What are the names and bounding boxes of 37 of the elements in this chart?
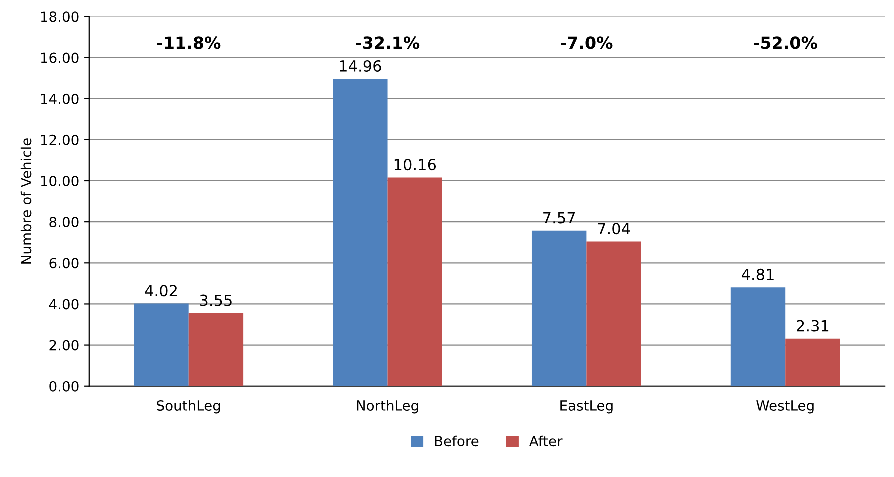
y-tick-label: 0.00 xyxy=(50,381,79,392)
y-tick-label: 14.00 xyxy=(41,94,79,104)
bar xyxy=(786,338,840,386)
x-tick-label: EastLeg xyxy=(560,400,613,414)
y-axis-title: Numbre of Vehicle xyxy=(20,138,32,264)
y-tick-label: 2.00 xyxy=(50,340,79,351)
bar xyxy=(134,304,189,386)
legend-label: Before xyxy=(435,436,479,447)
y-tick-label: 4.00 xyxy=(49,299,79,310)
bar xyxy=(333,79,388,386)
bar xyxy=(388,178,442,386)
annotation: -52.0% xyxy=(754,36,818,50)
data-label: 7.04 xyxy=(598,223,630,235)
legend-label: After xyxy=(529,436,563,447)
x-tick-label: SouthLeg xyxy=(157,400,220,414)
data-label: 14.96 xyxy=(340,60,382,72)
y-tick-label: 12.00 xyxy=(41,134,79,146)
data-label: 4.81 xyxy=(742,268,774,280)
data-label: 4.02 xyxy=(145,285,177,297)
y-tick-label: 16.00 xyxy=(41,52,79,64)
data-label: 3.55 xyxy=(200,294,232,306)
annotation: -32.1% xyxy=(356,36,420,50)
y-tick-label: 6.00 xyxy=(50,258,79,269)
y-tick-label: 10.00 xyxy=(41,176,79,186)
data-label: 7.57 xyxy=(544,212,576,224)
bar xyxy=(188,313,244,386)
x-tick-label: NorthLeg xyxy=(357,400,418,414)
y-tick-label: 8.00 xyxy=(50,217,79,228)
bar xyxy=(730,288,786,386)
bar xyxy=(586,242,642,386)
annotation: -11.8% xyxy=(157,36,221,50)
x-tick-label: WestLeg xyxy=(756,400,814,414)
annotation: -7.0% xyxy=(561,36,613,50)
data-label: 2.31 xyxy=(797,320,829,332)
y-tick-label: 18.00 xyxy=(41,12,79,22)
bar xyxy=(532,230,587,386)
data-label: 10.16 xyxy=(394,159,436,171)
